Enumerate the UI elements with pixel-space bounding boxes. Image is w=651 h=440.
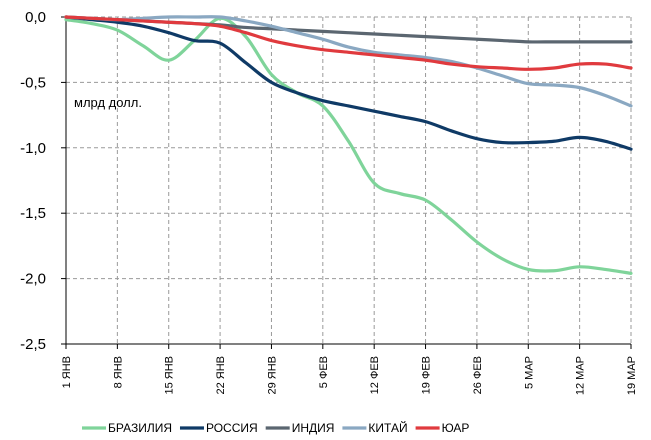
series-line-4	[64, 15, 633, 71]
legend-label: ЮАР	[442, 421, 470, 435]
x-tick-label: 19 ФЕВ	[421, 356, 433, 394]
x-tick-label: 19 МАР	[626, 356, 638, 395]
x-tick-label: 12 МАР	[575, 356, 587, 395]
x-tick-label: 15 ЯНВ	[164, 356, 176, 395]
x-tick-label: 26 ФЕВ	[472, 356, 484, 394]
series-lines	[64, 15, 633, 275]
legend-label: ИНДИЯ	[292, 421, 335, 435]
x-tick-labels: 1 ЯНВ 8 ЯНВ 15 ЯНВ 22 ЯНВ 29 ЯНВ 5 ФЕВ 12 ФЕВ 1…	[61, 356, 638, 395]
x-tick-label: 5 ФЕВ	[318, 356, 330, 388]
x-tick-label: 1 ЯНВ	[61, 356, 73, 388]
legend-label: РОССИЯ	[206, 421, 258, 435]
axes	[61, 16, 632, 349]
x-tick-label: 22 ЯНВ	[215, 356, 227, 395]
y-tick-label: -2,5	[20, 336, 46, 353]
legend-label: БРАЗИЛИЯ	[108, 421, 172, 435]
legend: БРАЗИЛИЯ РОССИЯ ИНДИЯ КИТАЙ ЮАР	[82, 420, 469, 435]
y-tick-label: -2,0	[20, 271, 46, 288]
series-line-0	[64, 16, 633, 275]
y-tick-label: -1,0	[20, 140, 46, 157]
grid	[66, 16, 632, 344]
y-tick-label: 0,0	[25, 9, 46, 26]
unit-label: млрд долл.	[74, 95, 142, 110]
series-line-3	[64, 15, 633, 108]
x-tick-label: 8 ЯНВ	[112, 356, 124, 388]
y-tick-labels: 0,0 -0,5 -1,0 -1,5 -2,0 -2,5	[20, 9, 46, 353]
x-tick-label: 29 ЯНВ	[266, 356, 278, 395]
legend-label: КИТАЙ	[368, 420, 407, 435]
y-tick-label: -0,5	[20, 74, 46, 91]
series-line-1	[64, 15, 633, 151]
x-tick-label: 12 ФЕВ	[369, 356, 381, 394]
x-tick-label: 5 МАР	[523, 356, 535, 389]
y-tick-label: -1,5	[20, 205, 46, 222]
